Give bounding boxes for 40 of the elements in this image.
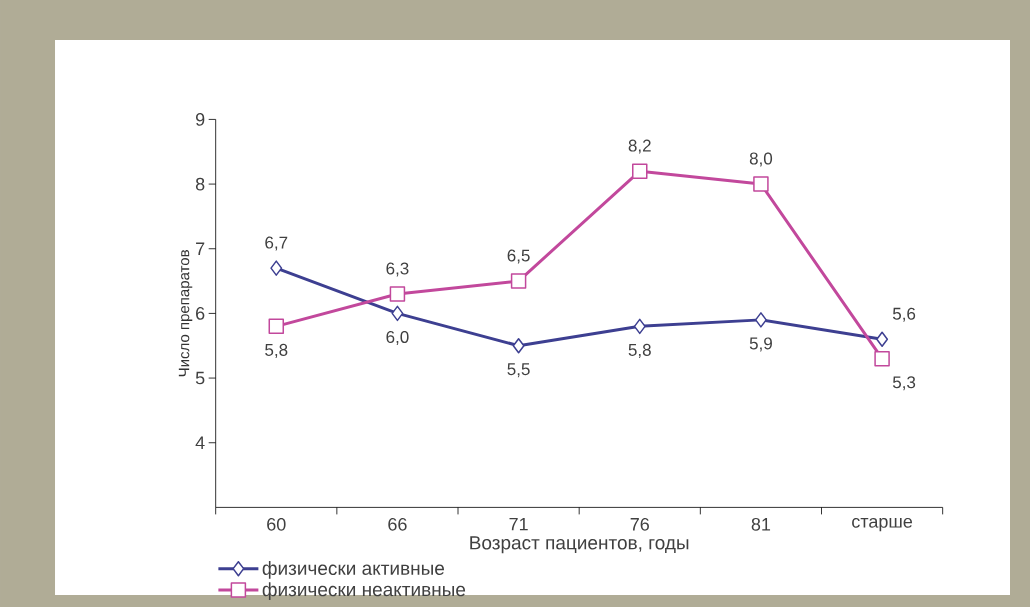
point	[510, 273, 527, 289]
y-tick-label: 8	[195, 177, 205, 191]
data-label: 5,8	[628, 343, 651, 358]
point	[874, 350, 890, 367]
y-axis-title: Число препаратов	[178, 250, 193, 377]
data-label: 6,5	[507, 249, 530, 264]
y-tick-label: 7	[196, 242, 205, 255]
data-label: 5,8	[265, 343, 288, 358]
x-tick-label: старше	[852, 517, 913, 532]
data-label: 6,7	[265, 236, 288, 251]
x-tick-label: 71	[509, 517, 528, 531]
data-label: 5,5	[507, 363, 530, 378]
x-tick-label: 81	[751, 517, 771, 531]
data-label: 6,0	[386, 330, 409, 345]
x-tick-label: 60	[267, 517, 286, 531]
point	[512, 337, 525, 354]
data-label: 8,2	[628, 139, 651, 154]
point	[754, 312, 767, 328]
point	[876, 331, 889, 348]
point	[633, 318, 646, 335]
data-label: 6,3	[386, 262, 409, 277]
point	[632, 163, 648, 179]
x-axis-title: Возраст пациентов, годы	[470, 536, 689, 554]
point	[389, 286, 406, 302]
point	[753, 176, 769, 192]
point	[391, 305, 404, 322]
y-tick-label: 9	[195, 113, 205, 126]
legend-label: физически активные	[262, 561, 445, 579]
y-tick-label: 6	[196, 307, 205, 320]
y-tick-label: 4	[195, 436, 205, 449]
point	[270, 260, 283, 276]
y-tick-label: 5	[195, 371, 205, 385]
data-label: 5,9	[749, 337, 772, 352]
data-label: 5,6	[892, 307, 916, 322]
x-tick-label: 76	[630, 517, 649, 531]
x-tick-label: 66	[388, 517, 407, 531]
point	[268, 318, 285, 335]
data-label: 5,3	[892, 376, 916, 391]
legend-label: физически неактивные	[262, 582, 466, 601]
data-label: 8,0	[749, 152, 773, 167]
